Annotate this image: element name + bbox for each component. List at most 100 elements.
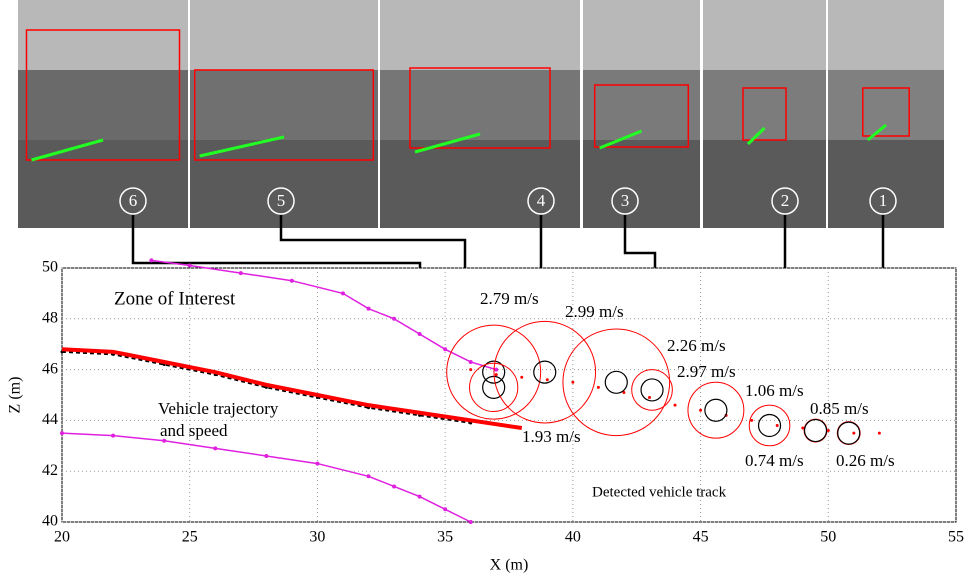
annotation: 1.93 m/s <box>522 427 581 446</box>
sky <box>190 0 378 70</box>
y-tick-label: 48 <box>42 309 58 326</box>
sky <box>18 0 188 70</box>
annotation: 0.85 m/s <box>810 399 869 418</box>
point <box>187 263 192 268</box>
point <box>852 431 856 435</box>
point <box>520 375 524 379</box>
uncertainty-circle <box>562 328 671 437</box>
point <box>264 453 269 458</box>
y-tick-label: 46 <box>42 360 58 377</box>
bounding-box <box>742 87 787 141</box>
uncertainty-circle <box>469 362 519 413</box>
annotation: 2.79 m/s <box>480 289 539 308</box>
bounding-box <box>593 84 690 148</box>
point <box>238 271 243 276</box>
y-tick-label: 50 <box>42 259 58 276</box>
detection <box>533 360 557 384</box>
number-circle <box>267 187 295 215</box>
point <box>149 258 154 263</box>
point <box>673 403 677 407</box>
detection <box>482 360 506 384</box>
bounding-box <box>409 67 551 149</box>
annotation: Zone of Interest <box>114 288 236 309</box>
detection <box>704 398 728 422</box>
x-tick-label: 40 <box>565 529 581 546</box>
sky <box>703 0 826 70</box>
y-tick-label: 40 <box>42 513 58 530</box>
point <box>392 484 397 489</box>
uncertainty-circle <box>493 320 597 424</box>
photo-number: 2 <box>781 191 790 210</box>
point <box>468 520 473 524</box>
detection <box>837 421 861 445</box>
number-circle <box>119 187 147 215</box>
sky <box>380 0 580 70</box>
number-circle <box>527 187 555 215</box>
point <box>162 438 167 443</box>
point <box>111 433 116 438</box>
x-tick-label: 30 <box>309 529 325 546</box>
uncertainty-circle <box>687 381 745 439</box>
point <box>877 431 881 435</box>
road <box>380 140 580 228</box>
annotation: 1.06 m/s <box>745 381 804 400</box>
point <box>596 385 600 389</box>
point <box>647 396 651 400</box>
plot-area <box>61 267 957 523</box>
photo-number: 4 <box>537 191 546 210</box>
series-line <box>61 347 523 430</box>
point <box>571 380 575 384</box>
x-tick-label: 35 <box>437 529 453 546</box>
y-tick-label: 44 <box>42 411 58 428</box>
uncertainty-circle <box>631 369 673 411</box>
road <box>583 140 700 228</box>
road <box>703 140 826 228</box>
sky <box>828 0 944 70</box>
uncertainty-circle <box>748 404 791 447</box>
number-circle <box>771 187 799 215</box>
detection <box>803 418 828 443</box>
annotation: and speed <box>160 421 228 440</box>
annotation: 0.74 m/s <box>745 451 804 470</box>
point <box>289 278 294 283</box>
y-tick-label: 42 <box>42 462 58 479</box>
annotation: 0.26 m/s <box>836 451 895 470</box>
road <box>828 140 944 228</box>
point <box>545 378 549 382</box>
bounding-box <box>25 29 181 161</box>
point <box>468 359 473 364</box>
point <box>417 494 422 499</box>
number-circle <box>611 187 639 215</box>
point <box>699 408 703 412</box>
sky <box>583 0 700 70</box>
direction-line <box>414 132 481 154</box>
direction-line <box>599 129 643 150</box>
direction-line <box>866 123 887 142</box>
point <box>366 306 371 311</box>
bounding-box <box>193 69 375 161</box>
x-tick-label: 25 <box>182 529 198 546</box>
annotation: 2.97 m/s <box>677 362 736 381</box>
point <box>826 429 830 433</box>
x-tick-label: 50 <box>820 529 836 546</box>
point <box>315 461 320 466</box>
x-tick-label: 55 <box>948 529 964 546</box>
point <box>494 373 498 377</box>
annotation: Detected vehicle track <box>592 484 727 500</box>
point <box>340 291 345 296</box>
y-axis-label: Z (m) <box>7 377 24 414</box>
number-circle <box>869 187 897 215</box>
direction-line <box>199 135 285 158</box>
annotation: Vehicle trajectory <box>158 399 279 418</box>
point <box>775 423 779 427</box>
point <box>392 316 397 321</box>
bounding-box <box>862 87 910 137</box>
point <box>750 418 754 422</box>
point <box>494 367 499 372</box>
detection <box>757 413 782 438</box>
point <box>622 390 626 394</box>
photo-number: 3 <box>621 191 630 210</box>
point <box>443 347 448 352</box>
direction-line <box>746 126 766 146</box>
